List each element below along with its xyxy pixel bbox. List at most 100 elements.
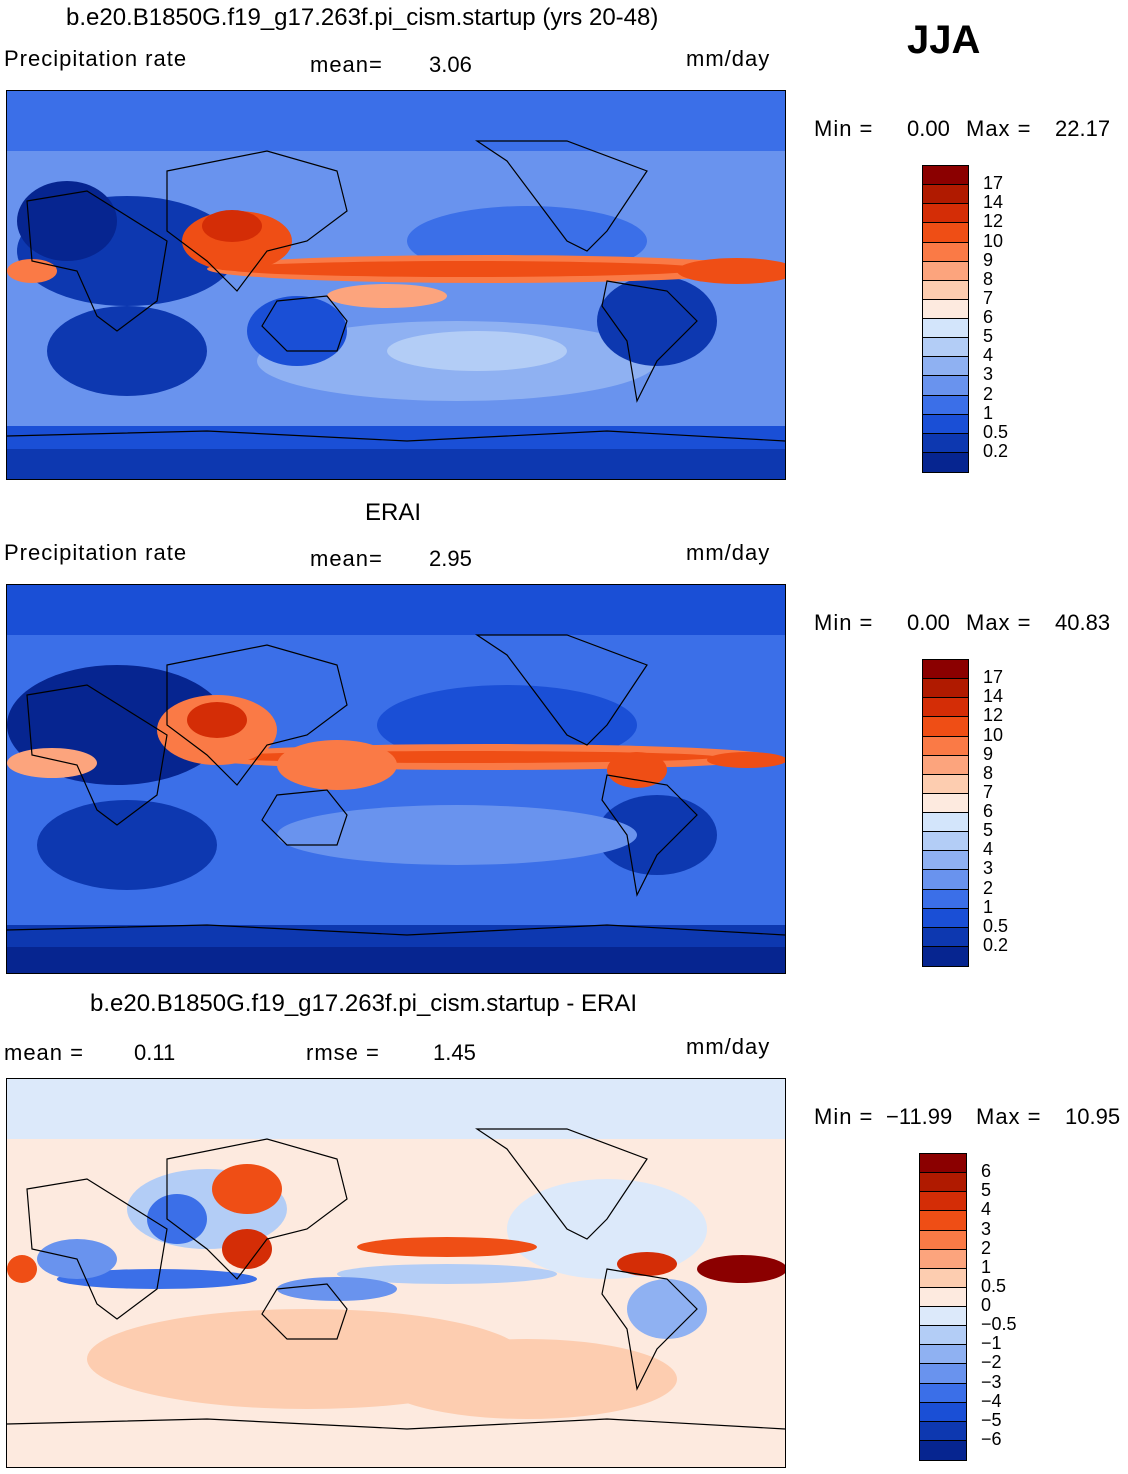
colorbar-tick-label: −1 <box>981 1333 1002 1354</box>
colorbar-tick-label: 7 <box>983 781 994 802</box>
panel-title: ERAI <box>365 499 422 526</box>
colorbar-tick-label: 17 <box>983 667 1004 688</box>
max-value: 22.17 <box>1055 116 1111 141</box>
colorbar-tick-label: 6 <box>981 1161 992 1182</box>
colorbar-tick-label: −4 <box>981 1390 1002 1411</box>
colorbar-tick-label: −6 <box>981 1428 1002 1449</box>
colorbar-box <box>923 166 968 186</box>
colorbar-tick-label: 2 <box>981 1237 992 1258</box>
colorbar-tick-label: 4 <box>983 839 994 860</box>
colorbar-tick-label: 9 <box>983 249 994 270</box>
colorbar-tick-label: 0.5 <box>983 915 1009 936</box>
colorbar-tick-label: −3 <box>981 1371 1002 1392</box>
min-label: Min = <box>814 116 874 141</box>
mean-value: 3.06 <box>429 52 472 77</box>
colorbar <box>922 165 969 473</box>
colorbar-tick-label: 6 <box>983 307 994 327</box>
colorbar-box <box>920 1364 966 1384</box>
colorbar-tick-label: 3 <box>983 858 994 879</box>
precip-map-obs <box>6 584 786 974</box>
colorbar-tick-label: −5 <box>981 1409 1002 1430</box>
colorbar-tick-label: 4 <box>981 1199 992 1220</box>
colorbar-tick-label: 17 <box>983 173 1004 194</box>
colorbar-box <box>920 1249 966 1269</box>
colorbar-box <box>923 395 968 415</box>
colorbar-box <box>920 1211 966 1231</box>
max-label: Max = <box>966 610 1032 635</box>
min-value: −11.99 <box>886 1104 953 1129</box>
colorbar-box <box>923 433 968 453</box>
precip-map-diff <box>6 1078 786 1468</box>
colorbar-box <box>923 889 968 909</box>
colorbar-box <box>923 319 968 339</box>
colorbar-box <box>923 280 968 300</box>
max-value: 10.95 <box>1065 1104 1121 1129</box>
mean-label: mean= <box>310 52 383 77</box>
min-value: 0.00 <box>907 610 950 635</box>
rmse-value: 1.45 <box>433 1040 476 1065</box>
colorbar-tick-label: −2 <box>981 1352 1002 1373</box>
colorbar-box <box>923 774 968 794</box>
rmse-label: rmse = <box>306 1040 380 1065</box>
precip-map-model <box>6 90 786 480</box>
colorbar-tick-label: 0.5 <box>983 421 1009 442</box>
variable-label: Precipitation rate <box>4 46 188 71</box>
min-label: Min = <box>814 610 874 635</box>
colorbar-tick-label: 0.2 <box>983 934 1009 955</box>
colorbar-box <box>923 698 968 718</box>
max-label: Max = <box>966 116 1032 141</box>
colorbar-tick-label: 6 <box>983 801 994 821</box>
colorbar-box <box>923 338 968 358</box>
colorbar-box <box>923 870 968 890</box>
colorbar-box <box>923 357 968 377</box>
colorbar-box <box>920 1421 966 1441</box>
colorbar-box <box>923 660 968 680</box>
colorbar-box <box>923 376 968 396</box>
colorbar <box>919 1153 967 1461</box>
colorbar-tick-label: 8 <box>983 762 994 783</box>
colorbar-box <box>920 1440 966 1460</box>
colorbar-box <box>923 946 968 966</box>
colorbar-box <box>923 223 968 243</box>
colorbar-box <box>923 204 968 224</box>
units-label: mm/day <box>686 540 771 565</box>
colorbar-box <box>923 299 968 319</box>
mean-label: mean= <box>310 546 383 571</box>
colorbar-tick-label: 10 <box>983 724 1004 745</box>
colorbar-box <box>920 1402 966 1422</box>
colorbar-box <box>923 736 968 756</box>
colorbar-box <box>923 717 968 737</box>
colorbar-box <box>923 832 968 852</box>
colorbar-tick-label: 0.5 <box>981 1275 1007 1296</box>
max-value: 40.83 <box>1055 610 1111 635</box>
colorbar-tick-label: 2 <box>983 383 994 404</box>
colorbar-tick-label: 9 <box>983 743 994 764</box>
colorbar <box>922 659 969 967</box>
colorbar-box <box>923 452 968 472</box>
variable-label: Precipitation rate <box>4 540 188 565</box>
colorbar-box <box>923 927 968 947</box>
max-label: Max = <box>976 1104 1042 1129</box>
colorbar-box <box>920 1287 966 1307</box>
colorbar-tick-label: 1 <box>983 896 994 917</box>
colorbar-tick-label: 3 <box>983 364 994 385</box>
colorbar-tick-label: 14 <box>983 686 1004 707</box>
colorbar-tick-label: 5 <box>981 1180 992 1201</box>
colorbar-tick-label: −0.5 <box>981 1314 1017 1335</box>
colorbar-tick-label: 1 <box>981 1256 992 1277</box>
colorbar-tick-label: 7 <box>983 287 994 308</box>
colorbar-box <box>923 813 968 833</box>
colorbar-tick-label: 0.2 <box>983 440 1009 461</box>
colorbar-tick-label: 10 <box>983 230 1004 251</box>
colorbar-box <box>923 414 968 434</box>
colorbar-box <box>923 851 968 871</box>
colorbar-tick-label: 12 <box>983 705 1004 726</box>
units-label: mm/day <box>686 1034 771 1059</box>
colorbar-tick-label: 1 <box>983 402 994 423</box>
colorbar-box <box>923 242 968 262</box>
colorbar-box <box>920 1154 966 1174</box>
min-label: Min = <box>814 1104 874 1129</box>
colorbar-tick-label: 5 <box>983 820 994 841</box>
colorbar-tick-label: 14 <box>983 192 1004 213</box>
colorbar-box <box>920 1192 966 1212</box>
